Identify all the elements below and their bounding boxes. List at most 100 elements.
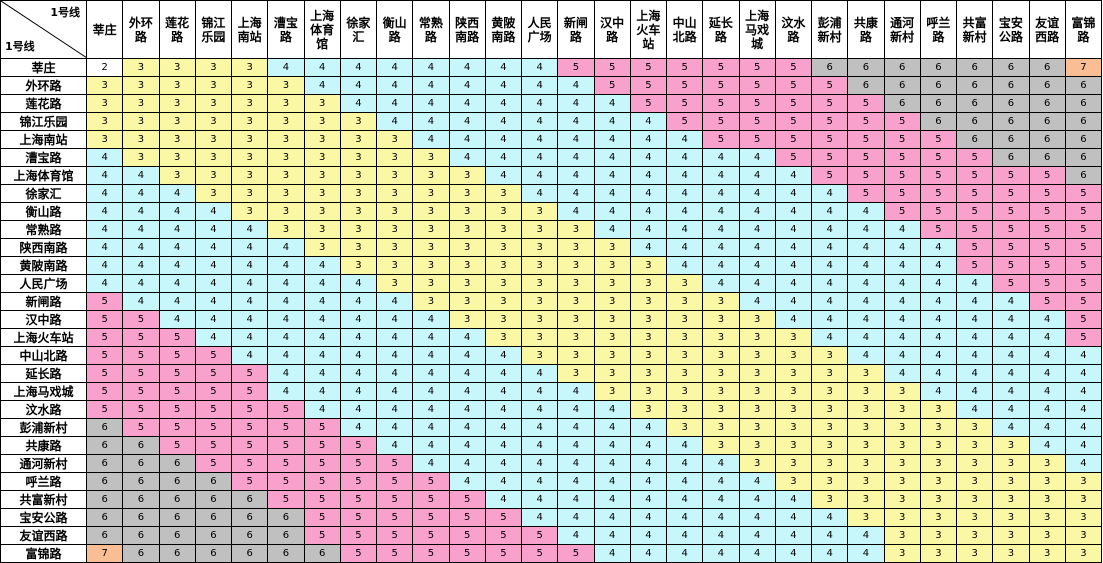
fare-cell: 4 (738, 256, 776, 275)
fare-cell: 5 (847, 112, 885, 131)
fare-cell: 4 (738, 472, 776, 491)
fare-cell: 4 (267, 256, 305, 275)
fare-cell: 5 (267, 436, 305, 455)
fare-cell: 5 (158, 382, 196, 401)
fare-cell: 4 (194, 328, 233, 347)
fare-cell: 4 (339, 94, 378, 113)
fare-cell: 3 (448, 310, 486, 329)
fare-cell: 3 (810, 490, 849, 509)
fare-cell: 3 (484, 256, 523, 275)
fare-cell: 4 (1028, 346, 1066, 365)
fare-cell: 4 (484, 418, 523, 437)
fare-cell: 4 (412, 58, 450, 77)
row-header-station: 上海体育馆 (0, 166, 87, 185)
fare-cell: 5 (992, 238, 1030, 257)
fare-cell: 4 (955, 382, 994, 401)
fare-cell: 3 (230, 130, 269, 149)
fare-cell: 4 (847, 238, 885, 257)
fare-cell: 4 (484, 58, 523, 77)
fare-cell: 4 (702, 526, 740, 545)
fare-cell: 4 (919, 382, 958, 401)
table-row: 衡山路 4 4 4 4 3 3 3 3 3 3 3 3 3 4 4 4 4 4 4 4 4 4 5 5 5 5 5 5 (0, 202, 1103, 221)
fare-cell: 4 (702, 508, 740, 527)
column-header-station: 呼兰路 (919, 0, 958, 59)
fare-cell: 3 (883, 472, 921, 491)
fare-cell: 3 (629, 310, 668, 329)
fare-cell: 3 (919, 400, 958, 419)
fare-cell: 3 (122, 112, 160, 131)
fare-cell: 3 (194, 184, 233, 203)
fare-cell: 3 (847, 436, 885, 455)
table-row: 新闸路 5 4 4 4 4 4 4 4 4 3 3 3 3 3 3 3 3 3 4 4 4 4 4 4 4 4 5 5 (0, 292, 1103, 311)
fare-cell: 4 (484, 166, 523, 185)
table-row: 常熟路 4 4 4 4 4 3 3 3 3 3 3 3 3 3 4 4 4 4 4 4 4 4 4 5 5 5 5 5 (0, 220, 1103, 239)
fare-cell: 5 (339, 454, 378, 473)
fare-cell: 3 (158, 76, 196, 95)
fare-cell: 4 (520, 490, 559, 509)
fare-cell: 4 (194, 202, 233, 221)
fare-cell: 3 (593, 364, 631, 383)
fare-cell: 6 (992, 58, 1030, 77)
fare-cell: 5 (194, 454, 233, 473)
fare-cell: 5 (194, 382, 233, 401)
fare-cell: 5 (883, 112, 921, 131)
fare-cell: 6 (847, 76, 885, 95)
fare-cell: 3 (484, 310, 523, 329)
column-header-station: 中山北路 (665, 0, 704, 59)
fare-cell: 4 (919, 274, 958, 293)
fare-cell: 3 (412, 238, 450, 257)
fare-cell: 4 (702, 220, 740, 239)
fare-cell: 3 (85, 112, 124, 131)
fare-cell: 3 (738, 382, 776, 401)
fare-cell: 3 (122, 76, 160, 95)
fare-cell: 4 (629, 526, 668, 545)
fare-cell: 6 (85, 526, 124, 545)
fare-cell: 4 (484, 436, 523, 455)
fare-cell: 3 (738, 418, 776, 437)
fare-cell: 3 (448, 238, 486, 257)
fare-cell: 4 (810, 274, 849, 293)
fare-cell: 4 (230, 310, 269, 329)
fare-cell: 3 (847, 508, 885, 527)
fare-cell: 4 (230, 328, 269, 347)
fare-cell: 4 (774, 490, 813, 509)
fare-cell: 4 (702, 184, 740, 203)
fare-cell: 4 (267, 58, 305, 77)
fare-cell: 3 (122, 130, 160, 149)
fare-cell: 5 (520, 526, 559, 545)
row-header-station: 常熟路 (0, 220, 87, 239)
fare-cell: 3 (883, 418, 921, 437)
fare-cell: 4 (629, 436, 668, 455)
fare-cell: 4 (665, 130, 704, 149)
fare-cell: 4 (484, 454, 523, 473)
fare-cell: 3 (665, 346, 704, 365)
row-header-station: 上海马戏城 (0, 382, 87, 401)
fare-cell: 3 (774, 400, 813, 419)
fare-cell: 3 (919, 472, 958, 491)
fare-cell: 5 (1028, 220, 1066, 239)
fare-cell: 3 (883, 526, 921, 545)
fare-cell: 4 (992, 364, 1030, 383)
fare-cell: 3 (702, 364, 740, 383)
column-header-station: 衡山路 (375, 0, 414, 59)
fare-cell: 4 (122, 238, 160, 257)
fare-cell: 3 (303, 166, 341, 185)
fare-cell: 5 (702, 112, 740, 131)
fare-cell: 6 (267, 508, 305, 527)
fare-cell: 5 (339, 472, 378, 491)
fare-cell: 3 (520, 220, 559, 239)
fare-cell: 3 (702, 382, 740, 401)
fare-cell: 6 (158, 508, 196, 527)
table-row: 莲花路 3 3 3 3 3 3 3 4 4 4 4 4 4 4 4 5 5 5 5 5 5 5 6 6 6 6 6 6 (0, 94, 1103, 113)
fare-cell: 4 (122, 220, 160, 239)
fare-cell: 4 (593, 544, 631, 563)
fare-cell: 5 (230, 400, 269, 419)
fare-cell: 3 (883, 436, 921, 455)
fare-cell: 4 (230, 346, 269, 365)
fare-cell: 4 (448, 364, 486, 383)
fare-cell: 6 (992, 76, 1030, 95)
fare-cell: 5 (303, 436, 341, 455)
fare-cell: 6 (122, 508, 160, 527)
fare-cell: 5 (339, 544, 378, 563)
row-header-station: 人民广场 (0, 274, 87, 293)
